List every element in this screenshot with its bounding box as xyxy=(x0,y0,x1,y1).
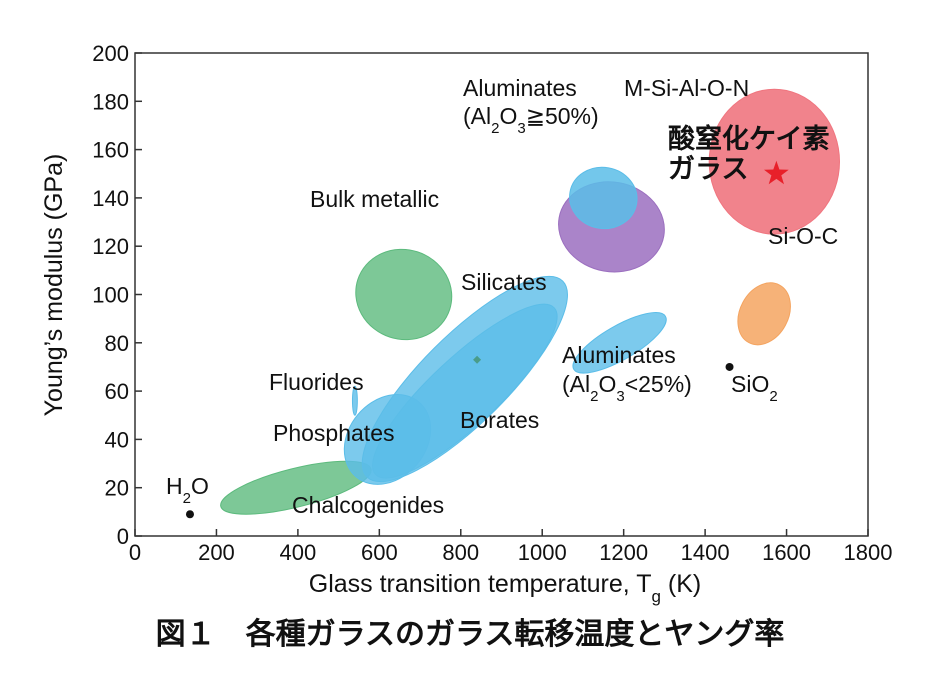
data-points xyxy=(185,160,789,519)
x-tick-label: 200 xyxy=(198,540,235,565)
label-h2o: H2O xyxy=(166,473,209,507)
y-tick-label: 100 xyxy=(92,283,129,308)
label-borates: Borates xyxy=(460,407,539,433)
y-tick-label: 200 xyxy=(92,41,129,66)
y-axis-ticks: 0 20 40 60 80 100 120 140 160 180 200 xyxy=(92,41,142,549)
label-oxynitride-glass-line2: ガラス xyxy=(668,154,748,185)
point-silicates-center xyxy=(473,355,482,364)
point-sio2 xyxy=(725,362,734,371)
region-aluminates-al2o3-25 xyxy=(572,312,667,374)
region-aluminates-al2o3-50 xyxy=(569,166,638,230)
x-axis-title-sub: g xyxy=(652,587,661,606)
label-aluminates-low-line1: Aluminates xyxy=(562,342,676,368)
y-tick-label: 120 xyxy=(92,234,129,259)
x-tick-label: 800 xyxy=(442,540,479,565)
point-h2o xyxy=(185,510,194,519)
x-tick-label: 600 xyxy=(361,540,398,565)
x-axis-ticks: 0 200 400 600 800 1000 1200 1400 1600 1800 xyxy=(129,529,893,565)
y-tick-label: 80 xyxy=(105,331,129,356)
x-tick-label: 400 xyxy=(280,540,317,565)
label-fluorides: Fluorides xyxy=(269,369,364,395)
x-tick-label: 1200 xyxy=(599,540,648,565)
region-bulk-metallic xyxy=(355,248,453,341)
label-aluminates-low-line2: (Al2O3<25%) xyxy=(562,371,692,405)
region-region xyxy=(708,88,840,235)
label-oxynitride-glass-line1: 酸窒化ケイ素 xyxy=(668,123,829,155)
highlight-star-marker xyxy=(764,160,789,185)
y-tick-label: 140 xyxy=(92,186,129,211)
y-tick-label: 180 xyxy=(92,89,129,114)
label-silicates: Silicates xyxy=(461,269,547,295)
x-axis-title: Glass transition temperature, Tg (K) xyxy=(309,570,702,606)
x-tick-label: 1600 xyxy=(762,540,811,565)
x-tick-label: 1800 xyxy=(844,540,893,565)
label-aluminates-high-line2: (Al2O3≧50%) xyxy=(463,103,599,137)
region-silicates xyxy=(372,303,558,479)
label-phosphates: Phosphates xyxy=(273,420,394,446)
y-tick-label: 20 xyxy=(105,476,129,501)
label-sio2: SiO2 xyxy=(731,371,778,405)
region-fluorides xyxy=(351,385,358,416)
x-axis-title-main: Glass transition temperature, T xyxy=(309,570,652,598)
label-bulk-metallic: Bulk metallic xyxy=(310,186,439,212)
label-msialon: M-Si-Al-O-N xyxy=(624,75,749,101)
label-chalcogenides: Chalcogenides xyxy=(292,492,444,518)
label-aluminates-high-line1: Aluminates xyxy=(463,75,577,101)
label-sioc: Si-O-C xyxy=(768,223,838,249)
x-tick-label: 0 xyxy=(129,540,141,565)
region-si-o-c xyxy=(737,282,791,346)
x-axis-title-unit: (K) xyxy=(661,570,701,598)
y-tick-label: 160 xyxy=(92,138,129,163)
figure-caption: 図１ 各種ガラスのガラス転移温度とヤング率 xyxy=(156,617,785,652)
x-tick-label: 1400 xyxy=(681,540,730,565)
x-tick-label: 1000 xyxy=(518,540,567,565)
y-tick-label: 40 xyxy=(105,427,129,452)
glass-family-regions xyxy=(220,88,840,515)
y-tick-label: 0 xyxy=(117,524,129,549)
y-axis-title: Young’s modulus (GPa) xyxy=(40,154,68,417)
y-tick-label: 60 xyxy=(105,379,129,404)
